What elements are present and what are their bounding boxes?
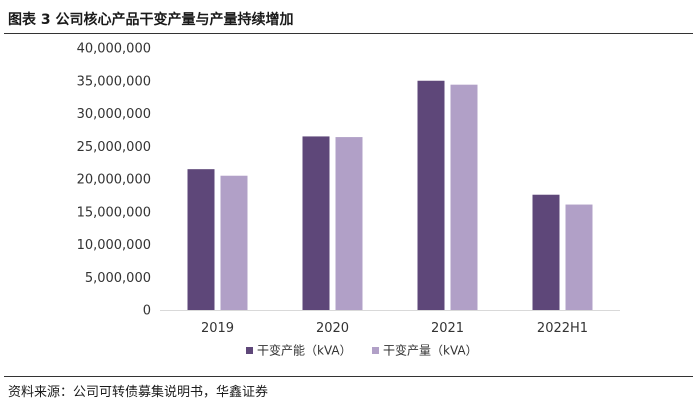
top-divider [4, 33, 693, 34]
bar-capacity [532, 194, 560, 310]
axis-layer: 0 5,000,000 10,000,000 15,000,000 20,000,000… [77, 42, 620, 336]
bar-capacity [417, 80, 445, 310]
bar-output [335, 137, 363, 310]
legend-label: 干变产量（kVA） [383, 343, 478, 358]
y-tick-label: 25,000,000 [77, 140, 151, 155]
bar-output [220, 175, 248, 310]
bar-capacity [302, 136, 330, 310]
legend: 干变产能（kVA） 干变产量（kVA） [246, 343, 478, 358]
bar-capacity [187, 169, 215, 310]
y-tick-label: 5,000,000 [85, 271, 151, 286]
legend-label: 干变产能（kVA） [257, 343, 352, 358]
x-tick-label: 2020 [316, 321, 349, 336]
figure-header: 图表 3 公司核心产品干变产量与产量持续增加 [0, 0, 697, 36]
legend-swatch [372, 347, 379, 354]
x-tick-label: 2022H1 [537, 321, 588, 336]
figure-title: 图表 3 公司核心产品干变产量与产量持续增加 [8, 12, 294, 28]
figure-source: 资料来源：公司可转债募集说明书，华鑫证券 [8, 385, 269, 400]
y-tick-label: 35,000,000 [77, 74, 151, 89]
y-tick-label: 15,000,000 [77, 205, 151, 220]
x-tick-label: 2021 [431, 321, 464, 336]
y-tick-label: 10,000,000 [77, 238, 151, 253]
bar-output [565, 204, 593, 310]
bars-layer [187, 80, 593, 311]
x-tick-label: 2019 [201, 321, 234, 336]
bottom-divider [4, 376, 693, 377]
legend-swatch [246, 347, 253, 354]
y-tick-label: 20,000,000 [77, 173, 151, 188]
y-tick-label: 0 [143, 304, 151, 319]
bar-output [450, 84, 478, 311]
y-tick-label: 40,000,000 [77, 42, 151, 57]
y-tick-label: 30,000,000 [77, 107, 151, 122]
